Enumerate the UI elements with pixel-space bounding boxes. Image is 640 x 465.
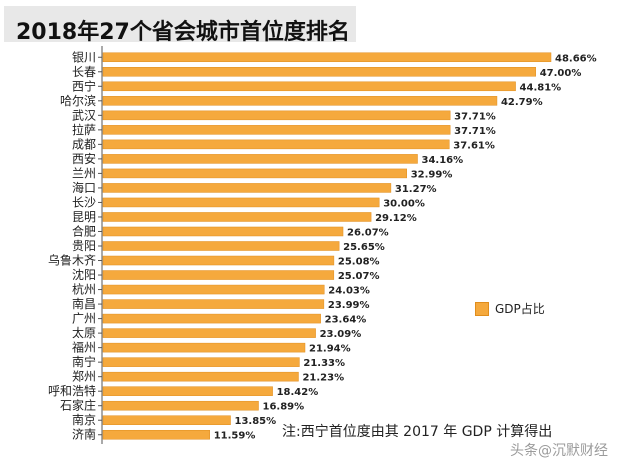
value-label: 30.00% — [383, 198, 425, 209]
bar — [102, 255, 335, 266]
category-label: 拉萨 — [72, 122, 96, 137]
value-label: 48.66% — [555, 53, 597, 64]
value-label: 13.85% — [235, 416, 277, 427]
bar — [102, 96, 498, 106]
category-label: 贵阳 — [72, 239, 96, 253]
bar — [102, 313, 321, 324]
value-label: 32.99% — [411, 169, 453, 180]
value-label: 16.89% — [263, 402, 305, 413]
value-label: 23.64% — [325, 315, 367, 326]
category-label: 济南 — [72, 427, 96, 442]
bar — [102, 212, 372, 222]
category-label: 长沙 — [72, 195, 96, 209]
value-label: 24.03% — [328, 286, 370, 297]
bar — [102, 110, 451, 121]
value-label: 23.09% — [320, 329, 362, 340]
category-label: 福州 — [72, 340, 96, 355]
footnote: 注:西宁首位度由其 2017 年 GDP 计算得出 — [282, 424, 553, 440]
value-label: 29.12% — [375, 213, 417, 224]
bar — [102, 415, 231, 425]
value-label: 37.71% — [454, 111, 496, 122]
value-label: 25.07% — [338, 271, 380, 282]
bar — [102, 299, 325, 309]
category-label: 呼和浩特 — [48, 383, 96, 398]
category-label: 西宁 — [72, 78, 96, 93]
category-label: 郑州 — [72, 369, 96, 384]
value-label: 25.65% — [343, 242, 385, 253]
value-label: 37.71% — [454, 126, 496, 137]
category-label: 沈阳 — [72, 267, 96, 282]
category-label: 西安 — [72, 151, 96, 166]
legend-swatch — [475, 301, 489, 316]
legend-label: GDP占比 — [495, 302, 545, 316]
bar — [102, 81, 516, 92]
category-label: 武汉 — [72, 108, 96, 122]
value-label: 31.27% — [395, 184, 437, 195]
chart-title: 2018年27个省会城市首位度排名 — [16, 20, 350, 45]
category-label: 成都 — [72, 137, 96, 151]
category-label: 广州 — [72, 312, 96, 326]
bar — [102, 357, 300, 367]
bar — [102, 168, 407, 179]
value-label: 21.23% — [302, 373, 344, 384]
bar — [102, 371, 299, 382]
value-label: 18.42% — [277, 387, 319, 398]
value-label: 25.08% — [338, 257, 380, 268]
category-label: 杭州 — [72, 282, 96, 297]
value-label: 21.33% — [303, 358, 345, 369]
bar — [102, 197, 380, 208]
bar — [102, 154, 418, 164]
bar — [102, 284, 325, 295]
value-label: 21.94% — [309, 344, 351, 355]
bar — [102, 328, 316, 338]
category-label: 南京 — [72, 412, 96, 427]
value-label: 37.61% — [453, 140, 495, 151]
category-label: 乌鲁木齐 — [48, 253, 96, 268]
category-label: 合肥 — [72, 223, 96, 238]
value-label: 42.79% — [501, 97, 543, 108]
value-label: 23.99% — [328, 300, 370, 311]
value-label: 47.00% — [540, 68, 582, 79]
watermark: 头条@沉默财经 — [510, 443, 608, 459]
bar — [102, 52, 552, 63]
bar — [102, 67, 536, 77]
bar — [102, 226, 344, 237]
category-label: 南昌 — [72, 296, 96, 311]
value-label: 26.07% — [347, 227, 389, 238]
bar — [102, 429, 210, 440]
category-label: 石家庄 — [60, 398, 96, 413]
bar — [102, 386, 273, 396]
bar — [102, 125, 451, 135]
legend: GDP占比 — [475, 300, 545, 317]
bar — [102, 183, 392, 193]
bar — [102, 241, 340, 251]
category-label: 海口 — [72, 180, 96, 195]
bar — [102, 270, 335, 280]
category-label: 银川 — [72, 50, 96, 64]
value-label: 44.81% — [520, 82, 562, 93]
bar — [102, 139, 450, 150]
category-label: 太原 — [72, 325, 96, 340]
category-label: 哈尔滨 — [60, 93, 96, 108]
value-label: 11.59% — [214, 431, 256, 442]
category-label: 昆明 — [72, 210, 96, 224]
category-label: 长春 — [72, 65, 96, 79]
value-label: 34.16% — [422, 155, 464, 166]
category-label: 兰州 — [72, 166, 96, 180]
title-bar: 2018年27个省会城市首位度排名 — [4, 6, 356, 45]
category-label: 南宁 — [72, 354, 96, 369]
bar — [102, 342, 306, 353]
bar — [102, 400, 259, 411]
